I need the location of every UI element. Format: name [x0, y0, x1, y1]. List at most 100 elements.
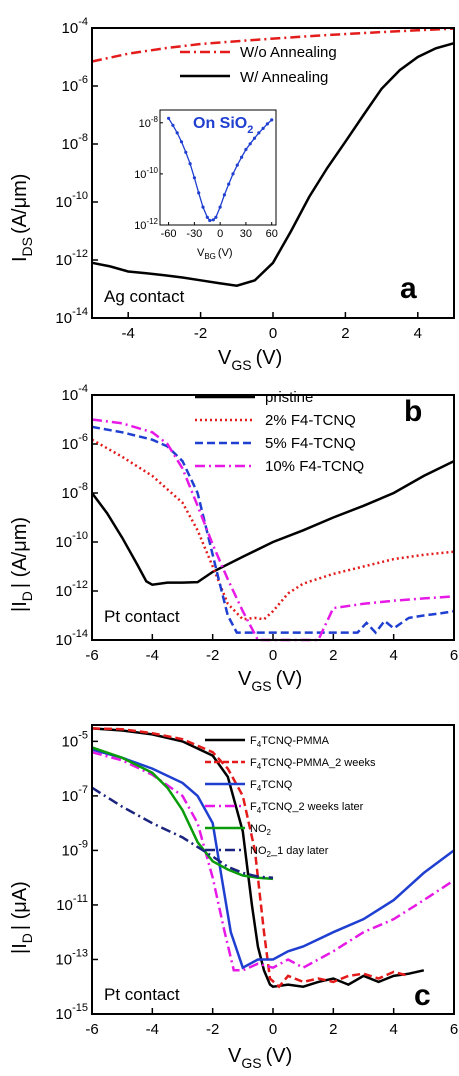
- inset-data-point: [201, 205, 205, 209]
- inset-data-point: [248, 142, 252, 146]
- x-tick-label: -2: [206, 1021, 219, 1038]
- legend-label-f4tcnq-pmma-2wk: F4TCNQ-PMMA_2 weeks: [250, 757, 376, 771]
- legend-label-5pct: 5% F4-TCNQ: [265, 435, 356, 452]
- series-line-c-1: [91, 727, 410, 989]
- legend-label-no2: NO2: [250, 823, 272, 837]
- y-tick-label: 10-4: [62, 383, 88, 404]
- x-tick-label: -2: [194, 325, 207, 342]
- x-tick-label: -6: [85, 1021, 98, 1038]
- y-tick-label: 10-9: [62, 838, 88, 859]
- panel-a-ticks: -4 -2 0 2 4 10-14 10-12 10-10 10-8 10-6 10-4: [55, 16, 422, 342]
- legend-label-w-annealing: W/ Annealing: [240, 69, 328, 86]
- inset-title: On SiO2: [193, 115, 253, 136]
- inset-data-point: [235, 163, 239, 167]
- inset-data-point: [270, 118, 274, 122]
- y-tick-label: 10-8: [62, 132, 88, 153]
- y-tick-label: 10-5: [62, 729, 88, 750]
- inset-x-tick-label: -60: [161, 228, 177, 240]
- legend-label-no2-1day: NO2_1 day later: [250, 845, 329, 859]
- inset-data-point: [227, 182, 231, 186]
- inset-frame: [159, 109, 277, 226]
- panel-a-frame: [91, 27, 455, 319]
- inset-data-point: [208, 218, 212, 223]
- x-tick-label: 0: [269, 325, 277, 342]
- inset-ticks: -60 -30 0 30 60 10-12 10-10 10-8: [134, 115, 278, 240]
- panel-b-frame: [91, 394, 455, 641]
- panel-a-ylabel: IDS(A/μm): [9, 174, 35, 262]
- panel-a-legend: W/o Annealing W/ Annealing: [180, 44, 337, 86]
- x-tick-label: -2: [206, 647, 219, 664]
- series-line-b-3: [91, 418, 455, 642]
- series-line-a-1: [91, 41, 455, 287]
- y-tick-label: 10-12: [55, 248, 88, 269]
- y-tick-label: 10-10: [55, 190, 88, 211]
- inset-data-point: [214, 215, 218, 219]
- inset-data-point: [175, 131, 179, 135]
- inset-data-point: [222, 193, 226, 197]
- inset-y-tick-label: 10-8: [139, 115, 159, 130]
- legend-label-2pct: 2% F4-TCNQ: [265, 412, 356, 429]
- inset-data-point: [231, 172, 235, 176]
- y-tick-label: 10-8: [62, 481, 88, 502]
- series-line-c-0: [91, 727, 425, 989]
- y-tick-label: 10-12: [55, 579, 88, 600]
- panel-a-letter: a: [400, 272, 417, 305]
- series-line-c-5: [91, 786, 274, 879]
- panel-c-ylabel: |ID| (μA): [9, 881, 35, 954]
- legend-label-wo-annealing: W/o Annealing: [240, 44, 337, 61]
- y-tick-label: 10-4: [62, 16, 88, 37]
- legend-label-f4tcnq-pmma: F4TCNQ-PMMA: [250, 735, 330, 749]
- inset-x-tick-label: 60: [266, 228, 278, 240]
- y-tick-label: 10-14: [55, 306, 88, 327]
- series-line-a-0: [91, 27, 455, 63]
- inset-data-point: [205, 215, 209, 219]
- panel-b-legend: pristine 2% F4-TCNQ 5% F4-TCNQ 10% F4-TC…: [195, 389, 364, 475]
- panel-c-series: [91, 727, 455, 989]
- panel-c: -6 -4 -2 0 2 4 6 10-15 10-13 10-11 10-9 10-7 10-5 F4…: [9, 724, 458, 1071]
- inset-y-tick-label: 10-12: [134, 217, 158, 232]
- y-tick-label: 10-15: [55, 1002, 88, 1023]
- x-tick-label: 4: [414, 325, 422, 342]
- series-line-b-2: [91, 425, 455, 635]
- legend-label-pristine: pristine: [265, 389, 313, 406]
- y-tick-label: 10-13: [55, 947, 88, 968]
- inset-data-point: [171, 123, 175, 127]
- series-line-c-3: [91, 750, 455, 972]
- panel-b-ylabel: |ID| (A/μm): [9, 517, 35, 612]
- x-tick-label: 2: [329, 1021, 337, 1038]
- series-line-b-0: [90, 459, 455, 586]
- x-tick-label: 2: [329, 647, 337, 664]
- x-tick-label: 0: [269, 1021, 277, 1038]
- inset-x-tick-label: 0: [217, 228, 223, 240]
- panel-a: -4 -2 0 2 4 10-14 10-12 10-10 10-8 10-6 10-4 W/o A…: [9, 16, 455, 373]
- inset-data-point: [179, 140, 184, 144]
- y-tick-label: 10-6: [62, 74, 88, 95]
- x-tick-label: 4: [389, 1021, 397, 1038]
- series-line-c-2: [91, 748, 455, 970]
- panel-a-contact-label: Ag contact: [104, 287, 185, 306]
- legend-label-f4tcnq-2wk: F4TCNQ_2 weeks later: [250, 801, 364, 815]
- inset-data-point: [265, 122, 269, 126]
- inset-data-point: [240, 155, 244, 159]
- legend-label-f4tcnq: F4TCNQ: [250, 779, 293, 793]
- x-tick-label: -4: [122, 325, 135, 342]
- series-line-c-4: [91, 746, 274, 881]
- inset-data-point: [188, 162, 192, 166]
- y-tick-label: 10-14: [55, 628, 88, 649]
- panel-a-xlabel: VGS (V): [218, 347, 282, 373]
- x-tick-label: 6: [450, 647, 458, 664]
- y-tick-label: 10-7: [62, 784, 88, 805]
- inset-data-point: [197, 191, 201, 195]
- x-tick-label: 6: [450, 1021, 458, 1038]
- inset-data-point: [167, 116, 171, 120]
- inset-xlabel: VBG (V): [197, 247, 233, 261]
- inset-data-point: [184, 150, 188, 154]
- inset-data-point: [192, 176, 196, 180]
- y-tick-label: 10-10: [55, 530, 88, 551]
- inset-y-tick-label: 10-10: [134, 166, 158, 181]
- panel-c-contact-label: Pt contact: [104, 985, 180, 1004]
- inset-x-tick-label: 30: [240, 228, 252, 240]
- x-tick-label: -6: [85, 647, 98, 664]
- x-tick-label: 4: [389, 647, 397, 664]
